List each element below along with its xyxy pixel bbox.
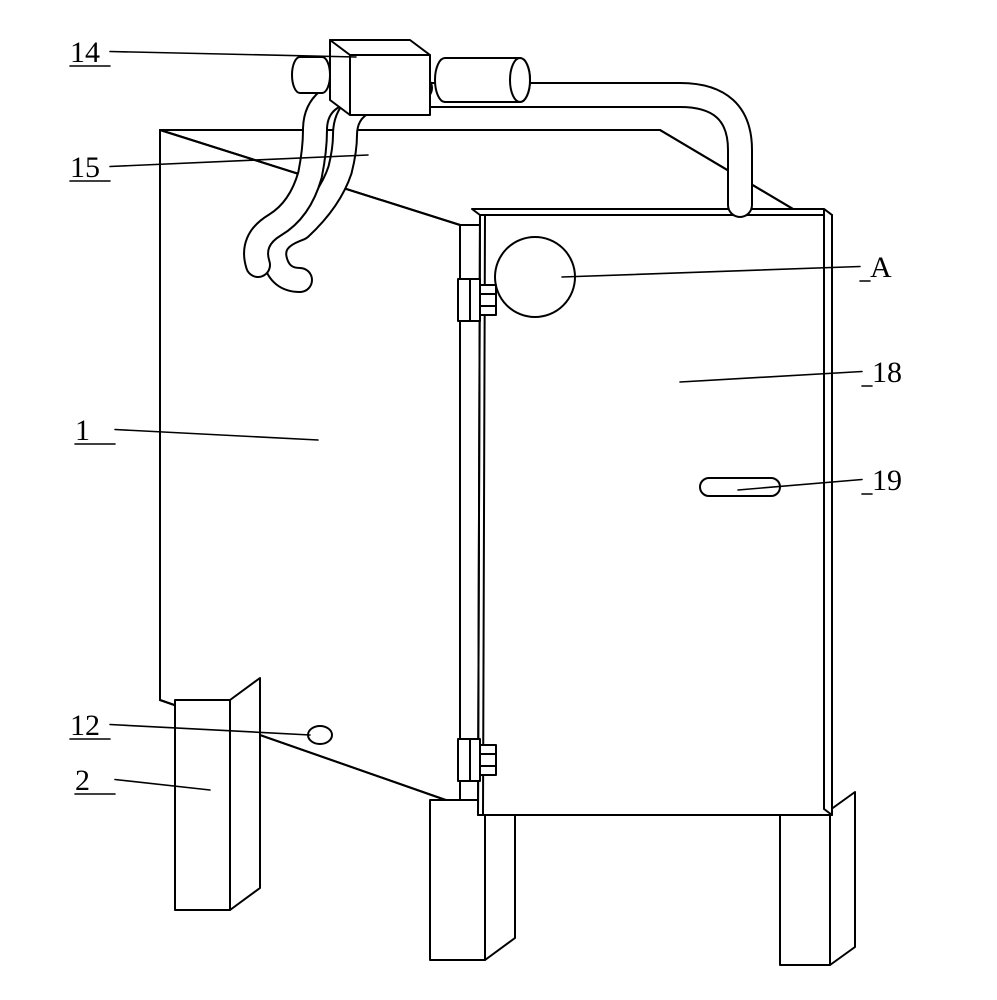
label-L12: 12: [70, 709, 100, 742]
label-L19: 19: [872, 464, 902, 497]
label-LA: A: [870, 251, 892, 284]
label-L18: 18: [872, 356, 902, 389]
label-L14: 14: [70, 36, 100, 69]
label-L15: 15: [70, 151, 100, 184]
label-L1: 1: [75, 414, 90, 447]
label-L2: 2: [75, 764, 90, 797]
patent-figure: 14 15 A 18 1 19 12 2: [0, 0, 997, 1000]
